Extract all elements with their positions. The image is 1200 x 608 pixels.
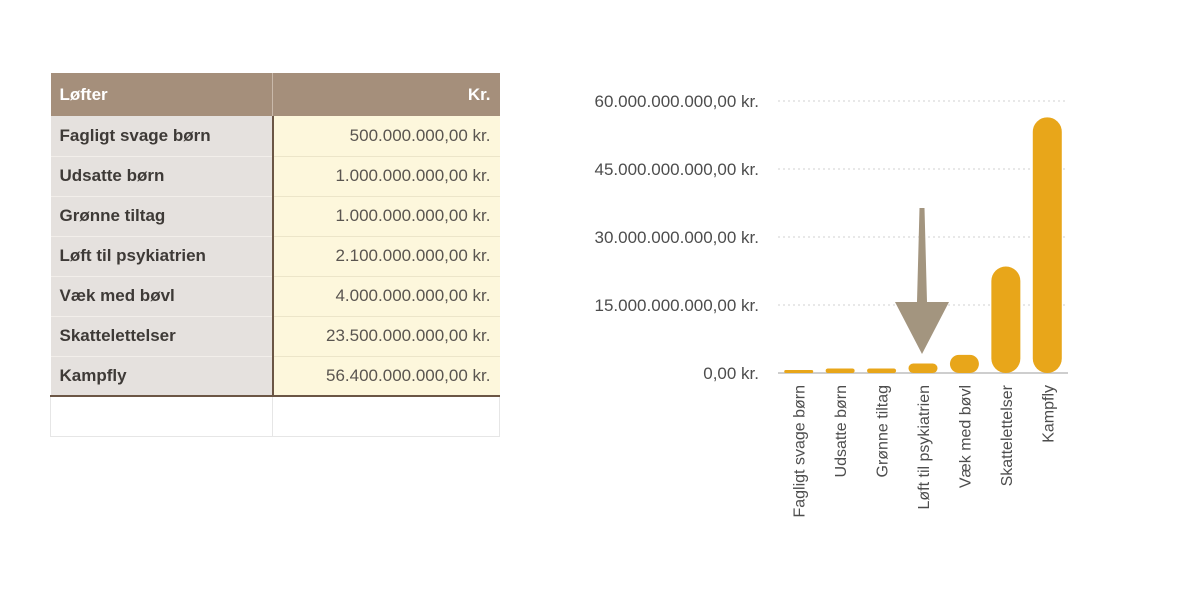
x-tick-label: Skattelettelser [999, 384, 1016, 486]
row-label: Kampfly [50, 356, 274, 397]
bar [1032, 117, 1062, 373]
table-row: Kampfly 56.400.000.000,00 kr. [50, 356, 500, 397]
table-header-row: Løfter Kr. [50, 73, 500, 116]
table-row: Løft til psykiatrien 2.100.000.000,00 kr… [50, 236, 500, 277]
column-header-amount: Kr. [272, 73, 500, 116]
x-tick-label: Grønne tiltag [875, 385, 892, 477]
y-tick-label: 0,00 kr. [703, 364, 759, 383]
row-amount: 1.000.000.000,00 kr. [272, 196, 500, 237]
x-tick-label: Kampfly [1040, 385, 1057, 443]
x-tick-label: Væk med bøvl [957, 385, 974, 488]
bar [949, 354, 979, 373]
row-label: Udsatte børn [50, 156, 274, 197]
column-header-promises: Løfter [50, 73, 273, 116]
bar [991, 266, 1021, 373]
table-row: Væk med bøvl 4.000.000.000,00 kr. [50, 276, 500, 317]
bar [784, 370, 814, 373]
annotation-arrow [895, 208, 949, 354]
y-tick-label: 30.000.000.000,00 kr. [595, 228, 759, 247]
promises-table: Løfter Kr. Fagligt svage børn 500.000.00… [50, 73, 500, 437]
table-row: Fagligt svage børn 500.000.000,00 kr. [50, 116, 500, 157]
bar [825, 368, 855, 373]
row-label: Fagligt svage børn [50, 116, 274, 157]
table-empty-row [50, 396, 500, 437]
row-amount: 4.000.000.000,00 kr. [272, 276, 500, 317]
x-tick-label: Fagligt svage børn [792, 385, 809, 518]
y-tick-label: 60.000.000.000,00 kr. [595, 92, 759, 111]
row-amount: 500.000.000,00 kr. [272, 116, 500, 157]
row-amount: 56.400.000.000,00 kr. [272, 356, 500, 397]
row-label: Skattelettelser [50, 316, 274, 357]
row-label: Grønne tiltag [50, 196, 274, 237]
bar-chart: 0,00 kr. 15.000.000.000,00 kr. 30.000.000.… [595, 92, 1068, 518]
empty-cell [50, 396, 273, 437]
bar [867, 368, 897, 373]
y-tick-label: 15.000.000.000,00 kr. [595, 296, 759, 315]
row-label: Løft til psykiatrien [50, 236, 274, 277]
row-amount: 23.500.000.000,00 kr. [272, 316, 500, 357]
row-amount: 2.100.000.000,00 kr. [272, 236, 500, 277]
x-tick-label: Løft til psykiatrien [916, 385, 933, 509]
row-label: Væk med bøvl [50, 276, 274, 317]
empty-cell [272, 396, 500, 437]
table-row: Skattelettelser 23.500.000.000,00 kr. [50, 316, 500, 357]
y-tick-label: 45.000.000.000,00 kr. [595, 160, 759, 179]
table-row: Grønne tiltag 1.000.000.000,00 kr. [50, 196, 500, 237]
table-row: Udsatte børn 1.000.000.000,00 kr. [50, 156, 500, 197]
row-amount: 1.000.000.000,00 kr. [272, 156, 500, 197]
bar [908, 363, 938, 373]
x-tick-label: Udsatte børn [833, 385, 850, 477]
